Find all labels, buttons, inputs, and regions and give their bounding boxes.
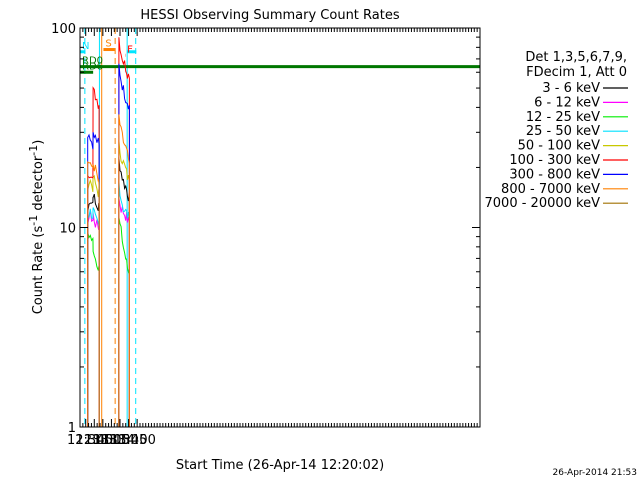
series-line-0-0 bbox=[87, 193, 100, 427]
legend-header-2: FDecim 1, Att 0 bbox=[526, 65, 627, 80]
footer-datestamp: 26-Apr-2014 21:53 bbox=[553, 468, 637, 478]
plot-frame bbox=[79, 27, 481, 428]
series-line-6-0 bbox=[87, 132, 100, 427]
series-line-4-1 bbox=[118, 139, 130, 427]
series-line-5-0 bbox=[87, 86, 100, 427]
x-tick-label-6: 14:00 bbox=[118, 433, 155, 448]
flag-label-rd6: RD6 bbox=[82, 61, 103, 72]
y-axis: 1 10 100 bbox=[51, 22, 480, 436]
x-tick-label-0: 12:30 bbox=[67, 433, 104, 448]
legend-label-2: 12 - 25 keV bbox=[526, 110, 600, 125]
series-line-2-1 bbox=[118, 217, 130, 427]
y-axis-label-main: Count Rate (s bbox=[31, 226, 46, 315]
series-line-7-0 bbox=[87, 161, 100, 427]
legend-label-3: 25 - 50 keV bbox=[526, 124, 600, 139]
series-line-7-1 bbox=[118, 114, 130, 427]
y-tick-label-1: 10 bbox=[59, 222, 76, 237]
series-line-3-1 bbox=[118, 180, 130, 427]
y-axis-label-end: ) bbox=[31, 140, 46, 145]
y-axis-label-sup2: -1 bbox=[27, 145, 40, 156]
x-tick-label-5: 13:45 bbox=[110, 433, 147, 448]
series-line-1-1 bbox=[118, 197, 130, 427]
series-line-3-0 bbox=[87, 207, 100, 427]
flag-label-n: N bbox=[82, 41, 89, 52]
y-tick-label-0: 1 bbox=[68, 421, 76, 436]
y-axis-label: Count Rate (s-1 detector-1) bbox=[27, 140, 46, 315]
legend-label-7: 800 - 7000 keV bbox=[501, 182, 600, 197]
legend-label-1: 6 - 12 keV bbox=[534, 95, 600, 110]
y-axis-label-sup1: -1 bbox=[27, 215, 40, 226]
legend-label-6: 300 - 800 keV bbox=[509, 167, 600, 182]
legend-label-0: 3 - 6 keV bbox=[542, 81, 600, 96]
series-line-6-1 bbox=[118, 63, 130, 427]
series-line-2-0 bbox=[87, 232, 100, 427]
series-line-5-1 bbox=[118, 37, 130, 427]
legend-label-4: 50 - 100 keV bbox=[518, 139, 601, 154]
chart-title: HESSI Observing Summary Count Rates bbox=[140, 8, 399, 23]
flag-label-f: F bbox=[127, 44, 133, 55]
legend-label-5: 100 - 300 keV bbox=[509, 153, 600, 168]
y-axis-label-mid: detector bbox=[31, 155, 46, 215]
x-tick-label-4: 13:30 bbox=[101, 433, 138, 448]
flag-label-s: S bbox=[105, 39, 111, 50]
x-tick-label-1: 12:45 bbox=[76, 433, 113, 448]
legend-label-8: 7000 - 20000 keV bbox=[485, 196, 601, 211]
x-tick-label-2: 13:00 bbox=[84, 433, 121, 448]
x-axis-label: Start Time (26-Apr-14 12:20:02) bbox=[176, 458, 384, 473]
y-tick-label-2: 100 bbox=[51, 22, 76, 37]
flag-label-rd0: RD0 bbox=[82, 56, 103, 67]
legend-header-1: Det 1,3,5,6,7,9, bbox=[525, 50, 627, 65]
x-tick-label-3: 13:15 bbox=[93, 433, 130, 448]
